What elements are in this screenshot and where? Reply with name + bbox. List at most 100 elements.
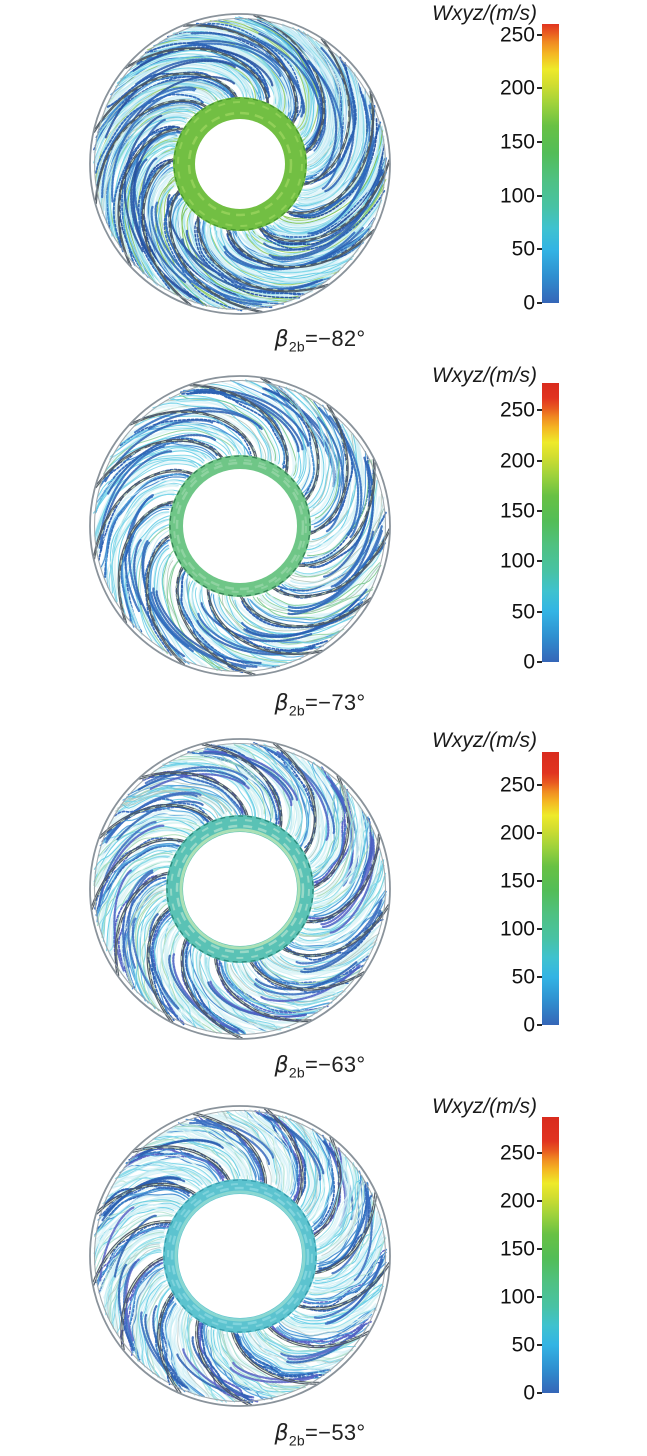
streamline xyxy=(312,1128,334,1225)
beta-symbol: β xyxy=(274,691,289,716)
streamline xyxy=(313,809,368,917)
streamline xyxy=(145,406,265,462)
low-velocity-cluster xyxy=(203,750,293,807)
streamline xyxy=(169,1308,200,1398)
streamline xyxy=(238,1110,283,1191)
streamline xyxy=(173,395,281,465)
blade-core-highlight xyxy=(265,1110,303,1208)
impeller-blade xyxy=(95,440,226,489)
blade-core-highlight xyxy=(305,407,348,536)
streamline-underlay xyxy=(307,429,363,560)
low-velocity-cluster xyxy=(209,980,307,1018)
low-velocity-cluster xyxy=(185,229,320,291)
blade-core-highlight xyxy=(310,1139,340,1239)
low-velocity-cluster xyxy=(200,602,314,643)
streamline xyxy=(223,745,298,839)
streamline xyxy=(209,223,340,286)
streamline xyxy=(120,795,219,822)
streamline xyxy=(293,754,323,859)
low-velocity-cluster xyxy=(97,824,165,907)
low-velocity-cluster xyxy=(155,590,262,665)
streamline xyxy=(279,910,384,968)
low-velocity-cluster xyxy=(267,748,336,835)
streamline xyxy=(251,19,330,161)
colorbar-tick-label: 100 xyxy=(499,549,535,573)
ring-texture xyxy=(175,461,305,591)
streamline xyxy=(307,1235,386,1292)
impeller-blade xyxy=(197,210,329,292)
colorbar-tick-label: 200 xyxy=(499,76,535,100)
impeller-rim-outer xyxy=(89,375,391,677)
streamline-underlay xyxy=(168,400,279,468)
streamline xyxy=(125,1152,219,1181)
impeller-blade xyxy=(96,1184,200,1215)
streamline xyxy=(128,891,164,994)
streamline xyxy=(313,1228,384,1289)
impeller-blade xyxy=(125,48,268,110)
low-velocity-cluster xyxy=(133,539,186,658)
low-velocity-cluster xyxy=(287,1323,366,1361)
blade-core-highlight xyxy=(95,469,197,558)
streamline xyxy=(93,1207,175,1249)
low-velocity-cluster xyxy=(148,773,250,791)
impeller-blade xyxy=(129,411,257,464)
impeller-blade xyxy=(93,1221,178,1286)
streamline xyxy=(298,860,382,942)
impeller-blade xyxy=(159,1289,182,1394)
impeller-streamline-plot-beta-82 xyxy=(89,13,391,315)
streamline xyxy=(118,125,181,275)
impeller-blade xyxy=(122,1256,170,1351)
streamline xyxy=(162,763,253,817)
streamline-underlay xyxy=(216,1331,280,1397)
streamline xyxy=(107,1235,167,1319)
streamline xyxy=(167,37,280,108)
streamline xyxy=(113,798,211,820)
streamline xyxy=(183,1311,218,1400)
streamline xyxy=(96,829,193,878)
streamline xyxy=(168,34,281,109)
streamline xyxy=(264,1332,361,1353)
streamline xyxy=(250,1333,344,1365)
low-velocity-cluster xyxy=(122,75,236,139)
streamline xyxy=(256,17,330,160)
streamline xyxy=(139,163,181,297)
low-velocity-cluster xyxy=(287,524,384,610)
streamline xyxy=(139,896,163,1010)
streamline xyxy=(105,106,201,224)
colorbar-tick xyxy=(537,661,542,663)
streamline xyxy=(287,1291,381,1328)
impeller-blade xyxy=(260,377,319,504)
streamline xyxy=(97,479,187,552)
streamline xyxy=(316,805,364,902)
low-velocity-cluster xyxy=(144,1313,185,1388)
streamline xyxy=(138,901,164,1004)
streamline xyxy=(229,225,372,269)
colorbar-tick-label: 150 xyxy=(499,1237,535,1261)
streamline xyxy=(243,17,319,142)
streamline xyxy=(156,919,181,1021)
blade-core-highlight xyxy=(119,500,179,621)
streamline xyxy=(122,780,236,817)
streamline xyxy=(209,20,307,130)
streamline xyxy=(321,1177,364,1256)
blade-core-highlight xyxy=(274,745,316,857)
panel-caption-beta-53: β2b=−53° xyxy=(225,1420,415,1448)
streamline xyxy=(282,520,385,587)
streamline xyxy=(280,1309,378,1336)
blade-core-highlight xyxy=(141,773,249,820)
low-velocity-cluster xyxy=(260,964,361,1002)
streamline xyxy=(178,1122,261,1181)
streamline xyxy=(300,755,333,868)
streamline xyxy=(141,902,169,1012)
low-velocity-cluster xyxy=(326,1260,383,1324)
impeller-rim-outer xyxy=(89,13,391,315)
impeller-blade xyxy=(146,533,185,665)
streamline xyxy=(315,1167,360,1250)
impeller-blade xyxy=(265,1321,370,1347)
blade-core-highlight xyxy=(247,958,362,990)
streamline xyxy=(272,1320,373,1343)
streamline xyxy=(182,574,293,662)
low-velocity-cluster xyxy=(186,39,306,114)
streamline xyxy=(258,962,363,989)
